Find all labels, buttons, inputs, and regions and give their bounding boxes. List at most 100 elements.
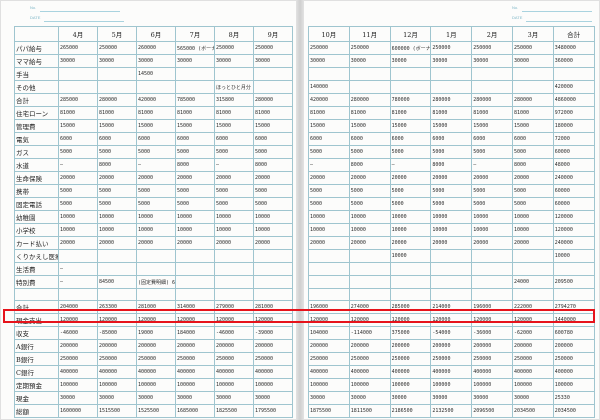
table-cell: 20000 (58, 236, 98, 250)
table-cell: 5000 (430, 184, 473, 198)
table-cell: 2096500 (471, 404, 513, 418)
table-cell: 400000 (253, 365, 293, 379)
table-row: 小学校 10000 10000 10000 10000 10000 10000 (14, 223, 293, 237)
table-cell: 200000 (348, 339, 391, 353)
table-cell: 20000 (136, 236, 176, 250)
table-cell: 200000 (58, 339, 98, 353)
table-row: カード払い 20000 20000 20000 20000 20000 20000 (14, 236, 293, 250)
column-header: 11月 (348, 26, 391, 42)
no-line (522, 11, 592, 12)
table-cell: 1811500 (348, 404, 391, 418)
table-cell: 250000 (348, 41, 391, 55)
table-cell: 785000 (175, 93, 215, 107)
table-cell: 10000 (348, 210, 391, 224)
table-cell: 84500 (97, 275, 137, 289)
table-cell: 6000 (389, 132, 432, 146)
table-cell: 8000 (430, 158, 473, 172)
table-cell: 250000 (511, 41, 554, 55)
table-cell: 120000 (552, 223, 595, 237)
table-cell: 250000 (97, 352, 137, 366)
table-cell: 375000 (389, 326, 432, 340)
table-cell: 100000 (58, 378, 98, 392)
table-row: 20000 20000 20000 20000 20000 20000 240000 (308, 171, 595, 185)
table-cell: 6000 (308, 132, 350, 146)
table-cell: 10000 (308, 210, 350, 224)
no-label: No. (30, 5, 37, 10)
table-cell: 120000 (253, 313, 293, 327)
table-cell (214, 67, 254, 81)
table-row: 200000 200000 200000 200000 200000 200000 2000… (308, 339, 595, 353)
table-cell: 200000 (253, 339, 293, 353)
row-label: 携帯 (14, 184, 59, 198)
table-cell: 10000 (471, 210, 513, 224)
table-cell: 20000 (430, 171, 473, 185)
table-cell: 30000 (511, 391, 554, 405)
table-cell: 250000 (58, 352, 98, 366)
table-cell: 10000 (308, 223, 350, 237)
table-cell: -36000 (471, 326, 513, 340)
table-cell: 10000 (348, 223, 391, 237)
table-row: 30000 30000 30000 30000 30000 30000 25330 (308, 391, 595, 405)
table-cell: 72000 (552, 132, 595, 146)
table-cell: 280000 (511, 93, 554, 107)
table-cell: 60000 (552, 145, 595, 159)
table-cell: 15000 (389, 119, 432, 133)
table-cell: 30000 (214, 54, 254, 68)
table-cell: 6000 (253, 132, 293, 146)
table-cell: 5000 (253, 197, 293, 211)
table-row: 水道 —8000—8000—8000 (14, 158, 293, 172)
table-row: 400000 400000 400000 400000 400000 400000 4000… (308, 365, 595, 379)
table-cell: 30000 (471, 54, 513, 68)
table-cell: 250000 (253, 41, 293, 55)
table-cell: 400000 (389, 365, 432, 379)
table-cell (389, 67, 432, 81)
table-cell: 8000 (511, 158, 554, 172)
table-cell (97, 80, 137, 94)
table-cell: 140000 (308, 80, 350, 94)
table-cell (253, 262, 293, 276)
table-cell: 30000 (175, 54, 215, 68)
right-page: No. DATE 10月 11月 12月 1月 2月 3月 合計 250000 250000 60… (300, 0, 600, 420)
table-cell: 200000 (97, 339, 137, 353)
table-cell (511, 288, 554, 301)
table-cell: 5000 (136, 184, 176, 198)
table-cell (511, 262, 554, 276)
table-row (308, 262, 595, 276)
table-cell: 5000 (471, 184, 513, 198)
table-cell: 30000 (214, 391, 254, 405)
row-label: 手当 (14, 67, 59, 81)
table-cell: 3480000 (552, 41, 595, 55)
table-cell (389, 288, 432, 301)
table-cell (308, 275, 350, 289)
table-cell: 10000 (389, 223, 432, 237)
column-header: 8月 (214, 26, 254, 42)
table-cell: 48000 (552, 158, 595, 172)
table-row (308, 288, 595, 301)
table-cell: 20000 (511, 171, 554, 185)
table-cell: 20000 (430, 236, 473, 250)
table-cell: 10000 (97, 210, 137, 224)
table-cell: 15000 (214, 119, 254, 133)
table-cell: 250000 (430, 41, 473, 55)
row-label: ガス (14, 145, 59, 159)
table-cell: 10000 (175, 223, 215, 237)
table-cell: 10000 (214, 210, 254, 224)
table-cell (253, 249, 293, 263)
table-cell: — (58, 262, 98, 276)
table-cell (389, 275, 432, 289)
table-cell (348, 249, 391, 263)
right-ledger-table: 10月 11月 12月 1月 2月 3月 合計 250000 250000 600000 (ボーナ… (308, 26, 595, 418)
table-cell: 24000 (511, 275, 554, 289)
table-row: 420000 280000 780000 280000 280000 280000 4860… (308, 93, 595, 107)
table-cell: 10000 (214, 223, 254, 237)
table-cell: 30000 (308, 54, 350, 68)
table-cell: 100000 (389, 378, 432, 392)
table-row: 収支 -46000 -85000 19000 184000 -46000 -39000 (14, 326, 293, 340)
table-cell: 1795500 (253, 404, 293, 418)
table-cell: 100000 (511, 378, 554, 392)
table-cell (308, 288, 350, 301)
table-cell: 100000 (97, 378, 137, 392)
table-cell: 400000 (214, 365, 254, 379)
table-cell (471, 275, 513, 289)
